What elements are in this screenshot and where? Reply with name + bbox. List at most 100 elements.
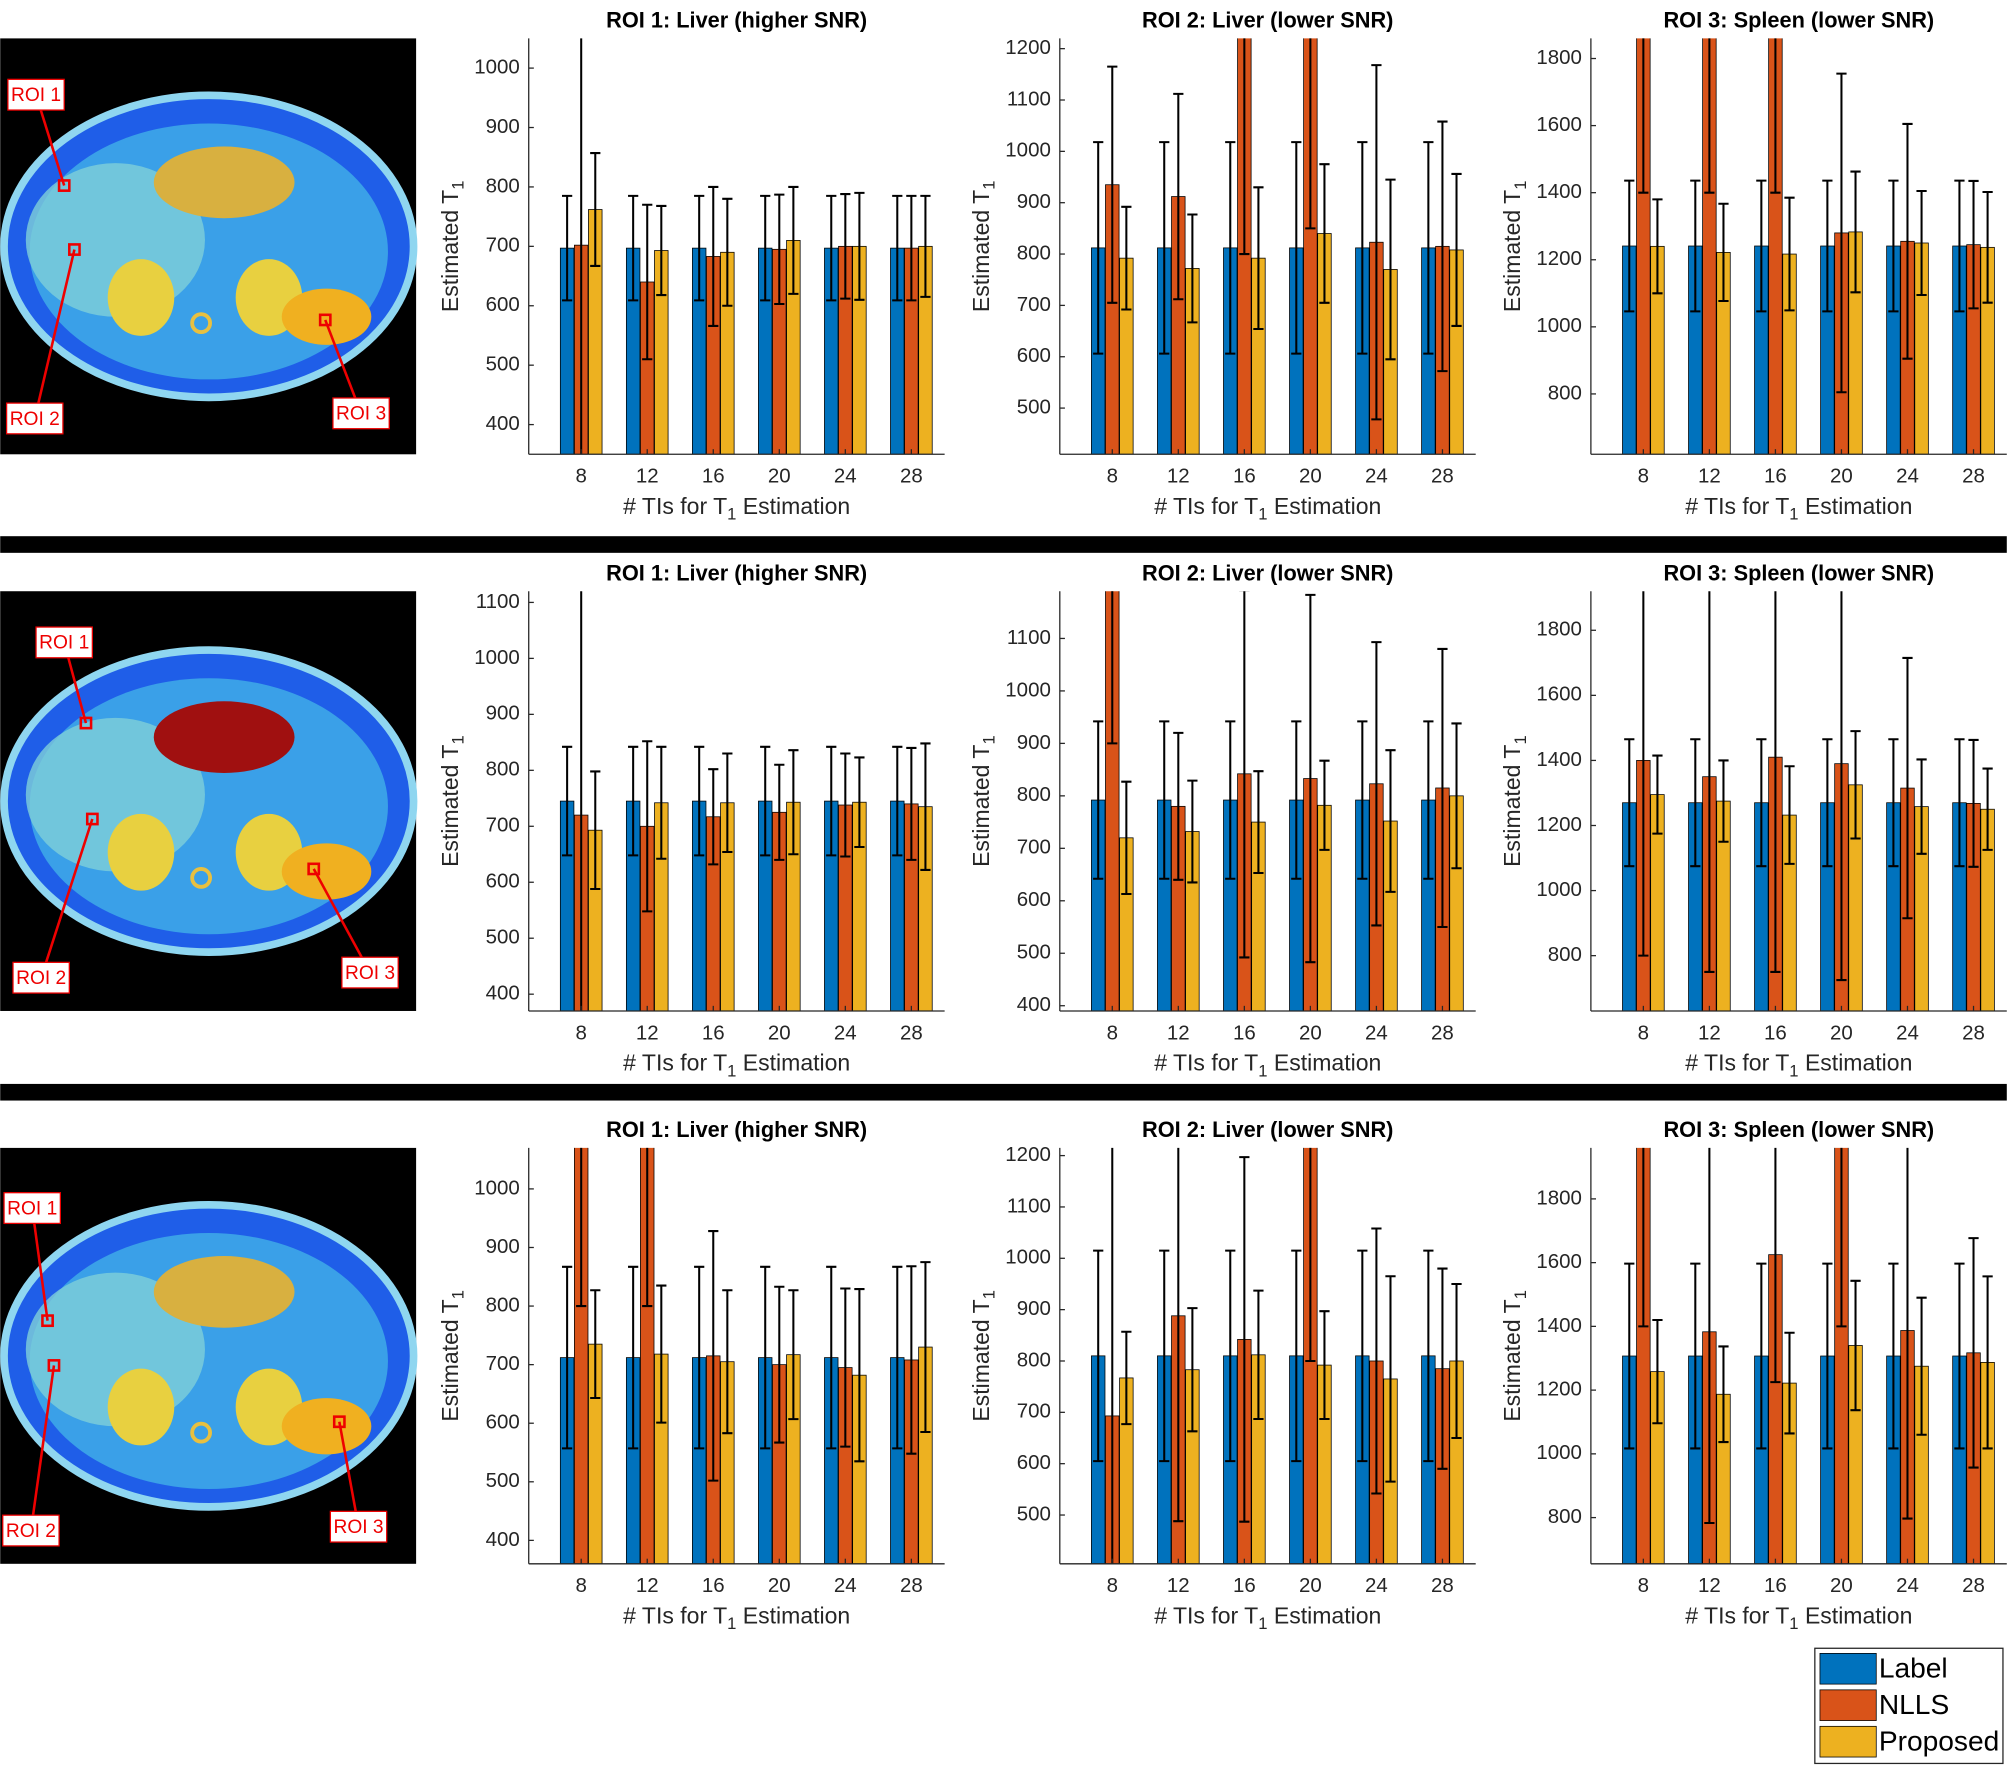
x-axis-label: # TIs for T1 Estimation [1685,1603,1912,1634]
roi-label: ROI 3 [345,963,395,984]
error-bar [1836,1147,1847,1328]
y-tick-label: 900 [486,702,520,725]
roi-arrow [312,868,372,974]
x-tick-label: 20 [1299,465,1322,488]
error-bar [1982,767,1993,851]
legend-label: NLLS [1879,1689,1949,1720]
y-tick-label: 1000 [1536,314,1582,337]
error-bar [1437,120,1448,373]
x-axis-label-part: 1 [727,1062,736,1081]
x-tick-label: 12 [636,1574,659,1597]
y-tick-label: 500 [486,1469,520,1492]
y-tick-label: 1800 [1536,1186,1582,1209]
x-tick-label: 12 [1167,1574,1190,1597]
y-tick-label: 700 [486,1352,520,1375]
error-bar [1916,189,1927,297]
roi-marker [47,1359,61,1372]
x-tick-label: 28 [1962,465,1985,488]
y-axis-label-part: 1 [1511,181,1530,190]
error-bar [774,1285,785,1444]
error-bar [854,191,865,301]
roi-marker [318,313,332,327]
error-bar [1291,1249,1302,1463]
organ [153,701,295,773]
error-bar [656,1284,667,1424]
error-bar [642,203,653,361]
y-axis-label-part: Estimated T [968,190,994,312]
error-bar [1850,730,1861,840]
error-bar [1121,205,1132,311]
error-bar [1225,720,1236,880]
error-bar [694,1265,705,1450]
error-bar [1836,72,1847,394]
roi-label-box [3,1192,61,1225]
plot-area [1622,38,1995,455]
y-axis-label-part: 1 [449,1290,468,1299]
x-tick-label: 20 [1299,1574,1322,1597]
y-tick-label: 1200 [1005,36,1051,59]
y-tick-label: 1100 [476,590,520,613]
spleen [281,1398,372,1455]
x-tick-label: 28 [1962,1021,1985,1044]
bar [1636,38,1651,455]
error-bar [1385,749,1396,893]
error-bar [1704,38,1715,194]
error-bar [590,770,601,890]
legend-swatch [1819,1653,1877,1685]
kidney [107,1368,175,1446]
x-tick-label: 24 [1365,465,1388,488]
x-axis-label-part: Estimation [1799,1050,1913,1076]
roi-marker [332,1415,346,1429]
roi-label-box [12,961,70,994]
chart-title: ROI 3: Spleen (lower SNR) [1663,1117,1934,1142]
x-axis-label-part: # TIs for T [1685,1603,1789,1629]
y-tick-label: 400 [486,412,520,435]
roi-label: ROI 1 [7,1198,57,1219]
error-bar [920,194,931,298]
error-bar [1982,190,1993,304]
y-tick-label: 1000 [474,646,520,669]
error-bar [892,1265,903,1450]
error-bar [628,745,639,857]
roi-label-box [7,78,65,111]
y-tick-label: 600 [486,870,520,893]
x-axis-label-part: Estimation [736,1603,850,1629]
error-bar [656,745,667,860]
x-tick-label: 16 [1233,465,1256,488]
y-axis-label-part: 1 [980,1290,999,1299]
error-bar [774,763,785,861]
roi-marker [85,812,99,826]
error-bar [1822,179,1833,313]
error-bar [1305,593,1316,964]
x-axis-label-part: # TIs for T [623,1050,727,1076]
error-bar [642,740,653,913]
x-axis-label-part: 1 [1258,1615,1267,1634]
y-tick-label: 1100 [1007,87,1051,110]
x-tick-label: 28 [1431,1574,1454,1597]
x-axis-label-part: 1 [1789,1062,1798,1081]
chart-title: ROI 3: Spleen (lower SNR) [1663,560,1934,585]
chart-title: ROI 3: Spleen (lower SNR) [1663,8,1934,33]
x-tick-label: 20 [1830,465,1853,488]
y-axis-label-part: 1 [1511,1290,1530,1299]
x-tick-label: 24 [1365,1574,1388,1597]
error-bar [1093,1249,1104,1463]
y-axis-label-part: Estimated T [437,745,463,867]
x-tick-label: 20 [1299,1021,1322,1044]
error-bar [1638,591,1649,957]
chart-title: ROI 1: Liver (higher SNR) [606,560,867,585]
error-bar [1638,1147,1649,1328]
y-tick-label: 500 [1017,941,1051,964]
error-bar [1982,1275,1993,1450]
plot-area [559,591,933,1011]
error-bar [1253,186,1264,331]
error-bar [1690,179,1701,313]
x-tick-label: 16 [1233,1021,1256,1044]
spleen [281,843,372,900]
y-tick-label: 400 [486,982,520,1005]
error-bar [580,591,583,1011]
error-bar [1652,754,1663,835]
x-tick-label: 8 [1638,1021,1649,1044]
legend-label: Label [1879,1652,1948,1683]
roi-label: ROI 2 [10,409,60,430]
